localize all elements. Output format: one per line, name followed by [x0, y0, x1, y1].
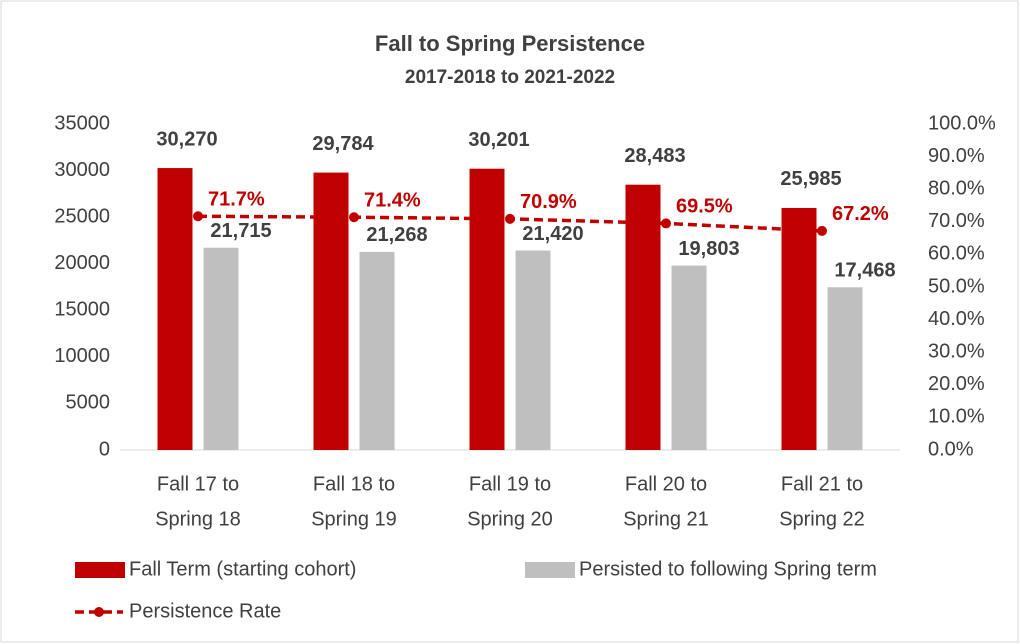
data-label: 21,715: [210, 220, 271, 242]
x-tick-label: Fall 19 to: [469, 473, 551, 495]
x-tick-label: Spring 19: [311, 508, 397, 530]
data-label: 29,784: [312, 133, 374, 155]
y2-tick-label: 30.0%: [928, 340, 985, 362]
y2-tick-label: 60.0%: [928, 243, 985, 265]
y2-tick-label: 40.0%: [928, 308, 985, 330]
x-tick-label: Fall 18 to: [313, 473, 395, 495]
y-tick-label: 30000: [54, 159, 110, 181]
x-tick-label: Fall 17 to: [157, 473, 239, 495]
data-label: 25,985: [780, 168, 841, 190]
legend-swatch: [525, 562, 575, 578]
data-label: 17,468: [834, 260, 895, 282]
y2-tick-label: 20.0%: [928, 373, 985, 395]
legend-label: Fall Term (starting cohort): [129, 558, 356, 580]
y-tick-label: 10000: [54, 345, 110, 367]
legend-swatch: [75, 562, 125, 578]
data-label: 21,420: [522, 223, 583, 245]
legend-label: Persisted to following Spring term: [579, 558, 877, 580]
bar: [781, 207, 817, 450]
y-tick-label: 0: [99, 438, 110, 460]
bar: [671, 265, 707, 450]
x-tick-label: Spring 21: [623, 508, 709, 530]
chart-title: Fall to Spring Persistence: [375, 31, 645, 56]
y2-tick-label: 70.0%: [928, 210, 985, 232]
y-tick-label: 35000: [54, 112, 110, 134]
x-tick-label: Fall 20 to: [625, 473, 707, 495]
data-label: 30,201: [468, 129, 529, 151]
bar: [359, 251, 395, 450]
bar: [157, 168, 193, 450]
y2-tick-label: 100.0%: [928, 112, 996, 134]
data-label: 70.9%: [520, 191, 577, 213]
bar: [203, 247, 239, 450]
x-tick-label: Fall 21 to: [781, 473, 863, 495]
data-label: 21,268: [366, 224, 427, 246]
x-tick-label: Spring 18: [155, 508, 241, 530]
legend-label: Persistence Rate: [129, 600, 281, 622]
y2-tick-label: 80.0%: [928, 177, 985, 199]
chart-subtitle: 2017-2018 to 2021-2022: [405, 67, 615, 88]
x-tick-label: Spring 20: [467, 508, 553, 530]
y2-tick-label: 0.0%: [928, 438, 974, 460]
bar: [469, 168, 505, 450]
line-marker: [193, 211, 203, 222]
y-tick-label: 5000: [66, 392, 111, 414]
line-marker: [817, 225, 827, 236]
y2-tick-label: 90.0%: [928, 145, 985, 167]
data-label: 69.5%: [676, 196, 733, 218]
data-label: 19,803: [678, 238, 739, 260]
data-label: 30,270: [156, 128, 217, 150]
data-label: 28,483: [624, 145, 685, 167]
legend-marker: [94, 607, 104, 617]
line-marker: [505, 213, 515, 224]
y-tick-label: 25000: [54, 205, 110, 227]
data-label: 71.4%: [364, 190, 421, 212]
bar: [625, 184, 661, 450]
bar: [827, 287, 863, 450]
y-tick-label: 15000: [54, 299, 110, 321]
y2-tick-label: 10.0%: [928, 406, 985, 428]
data-label: 71.7%: [208, 189, 265, 211]
x-tick-label: Spring 22: [779, 508, 865, 530]
line-marker: [661, 218, 671, 229]
bar: [313, 172, 349, 450]
line-marker: [349, 212, 359, 223]
bar: [515, 250, 551, 450]
y2-tick-label: 50.0%: [928, 275, 985, 297]
data-label: 67.2%: [832, 203, 889, 225]
y-tick-label: 20000: [54, 252, 110, 274]
